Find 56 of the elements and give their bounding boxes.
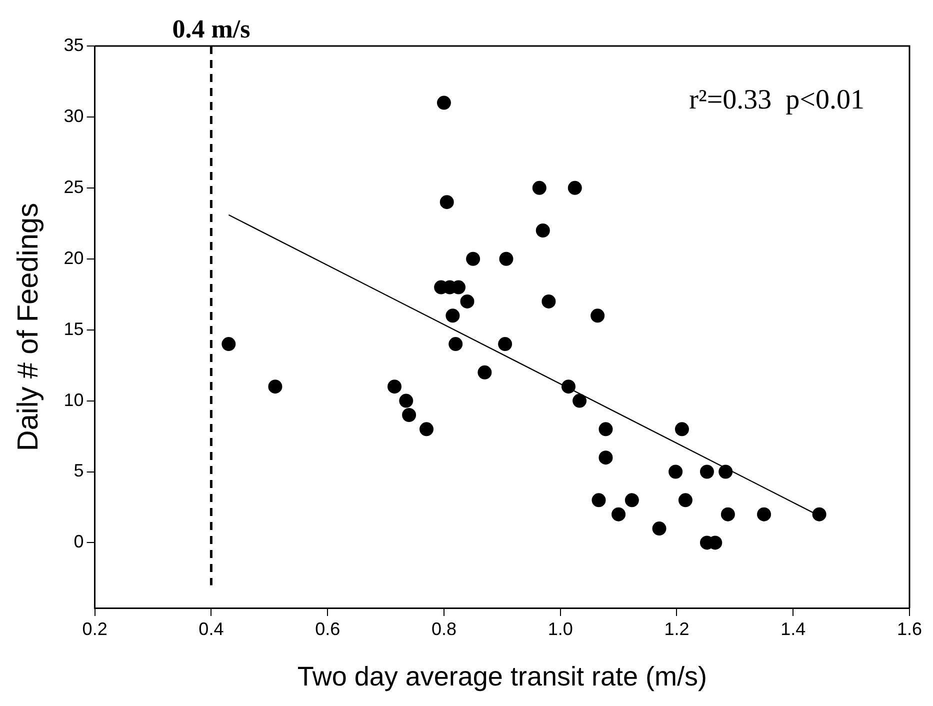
point	[590, 308, 605, 323]
point	[678, 493, 692, 508]
point	[612, 507, 626, 522]
point	[718, 464, 733, 479]
point	[757, 507, 772, 522]
point	[536, 223, 550, 238]
y-tick-label: 15	[64, 318, 84, 339]
point	[652, 522, 666, 536]
y-axis-title: Daily # of Feedings	[12, 202, 44, 452]
point	[460, 294, 474, 308]
point	[592, 493, 606, 508]
point	[448, 337, 463, 352]
point	[720, 507, 735, 522]
point	[561, 380, 576, 394]
x-tick-label: 1.2	[664, 618, 690, 639]
point	[440, 195, 454, 210]
point	[674, 422, 689, 436]
point	[700, 464, 714, 479]
point	[436, 96, 451, 110]
point	[568, 180, 582, 195]
point	[466, 252, 480, 266]
point	[598, 450, 613, 465]
y-tick-label: 35	[64, 34, 84, 55]
point	[572, 394, 587, 408]
point	[402, 408, 416, 422]
point	[498, 337, 512, 352]
ref-line-label: 0.4 m/s	[172, 14, 250, 44]
x-tick-label: 0.2	[82, 618, 108, 639]
y-tick-label: 0	[74, 532, 84, 552]
y-tick-label: 10	[64, 390, 84, 410]
x-tick-label: 1.0	[548, 618, 573, 639]
y-tick-label: 20	[64, 248, 84, 268]
point	[532, 180, 546, 195]
point	[478, 365, 492, 380]
point	[388, 380, 402, 394]
point	[446, 308, 460, 323]
point	[399, 394, 414, 408]
y-tick-label: 5	[74, 460, 84, 481]
x-tick-label: 0.8	[431, 618, 456, 639]
x-axis-title: Two day average transit rate (m/s)	[297, 661, 707, 692]
point	[668, 464, 683, 479]
point	[542, 294, 556, 308]
x-tick-label: 0.6	[315, 618, 340, 639]
x-tick-label: 0.4	[198, 618, 224, 639]
y-tick-label: 25	[64, 176, 84, 197]
point	[499, 252, 514, 266]
x-tick-label: 1.4	[780, 618, 806, 639]
point	[222, 337, 236, 352]
point	[420, 422, 434, 436]
point	[624, 493, 639, 508]
y-tick-label: 30	[64, 106, 84, 126]
point	[812, 507, 826, 522]
point	[268, 380, 282, 394]
point	[598, 422, 613, 436]
x-tick-label: 1.6	[896, 618, 922, 639]
annotation: r²=0.33 p<0.01	[689, 84, 864, 116]
